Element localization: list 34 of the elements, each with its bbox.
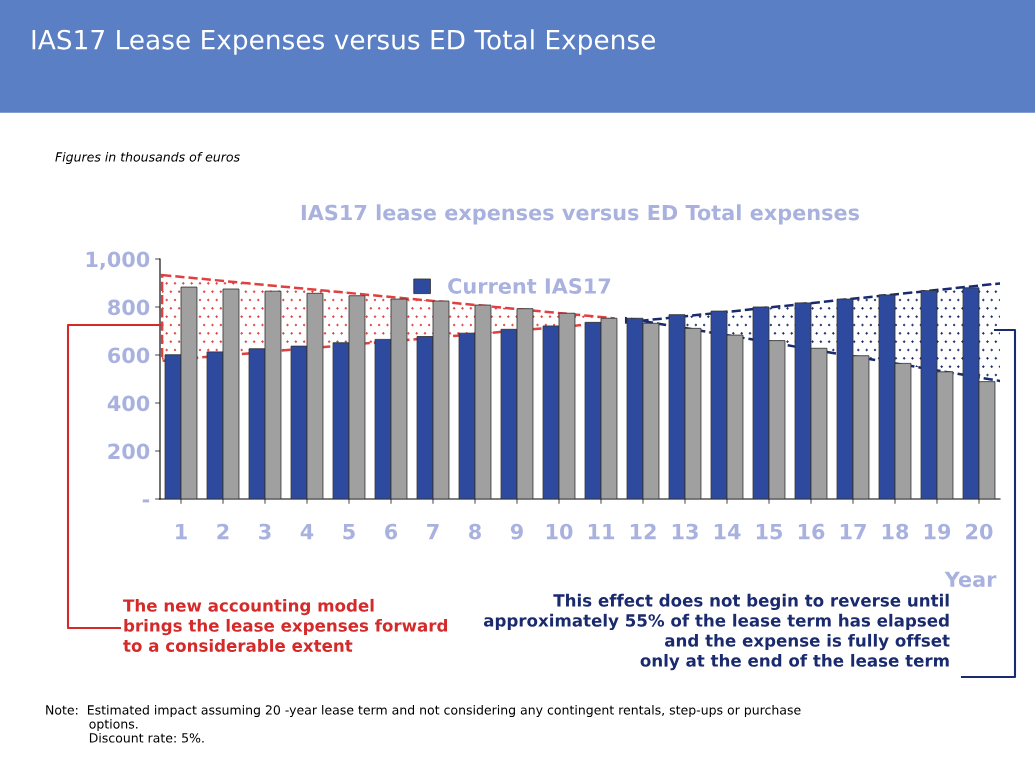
y-tick-label: - xyxy=(142,499,150,503)
text: Note: Estimated impact assuming 20 -year lease term and not considering any contingent rentals, step-ups or purchase options. Discount rate: 5%. xyxy=(46,704,801,743)
x-tick-label: 15 xyxy=(756,523,783,540)
y-tick-label: 600 xyxy=(108,347,150,364)
text: Figures in thousands of euros xyxy=(55,151,240,165)
text: The new accounting model brings the lease expenses forward to a considerable extent xyxy=(123,598,448,652)
y-tick-label: 400 xyxy=(107,395,150,412)
x-tick-label: 11 xyxy=(588,523,615,540)
x-tick-label: 16 xyxy=(798,523,825,540)
x-tick-label: 4 xyxy=(300,523,314,540)
x-tick-label: 7 xyxy=(427,523,439,540)
x-tick-label: 1 xyxy=(176,523,187,540)
x-tick-label: 12 xyxy=(630,523,656,540)
y-tick-label: 800 xyxy=(108,299,150,316)
x-tick-label: 17 xyxy=(840,523,866,540)
x-tick-label: 18 xyxy=(882,523,909,540)
x-tick-label: 6 xyxy=(385,523,398,540)
x-tick-label: 3 xyxy=(259,523,271,540)
x-tick-label: 14 xyxy=(714,523,741,540)
x-tick-label: 10 xyxy=(546,523,573,540)
x-tick-label: 13 xyxy=(672,523,698,540)
x-tick-label: 20 xyxy=(966,523,993,540)
y-tick-label: 200 xyxy=(108,443,150,460)
chart-title: IAS17 Lease Expenses versus ED Total Expense xyxy=(32,29,655,55)
x-tick-label: 8 xyxy=(469,523,481,540)
legend-label: Current IAS17 xyxy=(448,278,611,294)
x-tick-label: 2 xyxy=(217,523,229,540)
x-tick-label: 5 xyxy=(343,523,355,540)
chart-subtitle: IAS17 lease expenses versus ED Total expenses xyxy=(301,204,860,225)
x-tick-label: 19 xyxy=(924,523,951,540)
y-tick-label: 1,000 xyxy=(86,251,150,270)
x-tick-label: 9 xyxy=(510,523,523,540)
x-axis-title: Year xyxy=(944,571,997,588)
text: This effect does not begin to reverse until approximately 55% of the lease term has elapsed and the expense is fully offset only at the end of the lease term xyxy=(483,593,950,671)
